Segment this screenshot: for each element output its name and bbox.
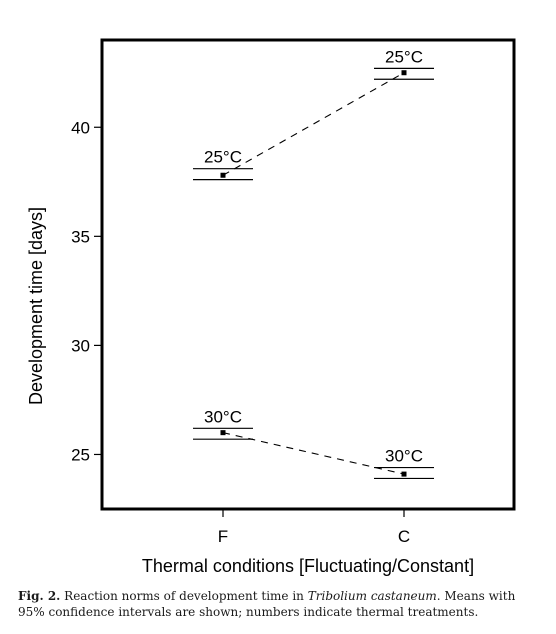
figure-caption: Fig. 2. Reaction norms of development ti… [18,588,538,620]
treatment-label: 30°C [204,407,242,426]
mean-point [220,172,226,178]
mean-point [401,471,407,477]
treatment-label: 25°C [385,47,423,66]
series-line [222,72,405,176]
caption-text-before: Reaction norms of development time in [60,589,308,603]
caption-species: Tribolium castaneum [307,589,437,603]
series-0: 25°C 25°C [193,47,434,181]
series-1: 30°C 30°C [193,407,434,480]
y-tick-label: 35 [71,227,90,246]
mean-point [220,430,226,436]
x-tick-label: C [398,527,410,546]
caption-label: Fig. 2. [18,589,61,603]
mean-point [401,70,407,76]
y-tick-label: 30 [71,336,90,355]
x-tick-label: F [218,527,228,546]
treatment-label: 25°C [204,148,242,167]
plot-frame [100,38,516,511]
y-tick-label: 40 [71,118,90,137]
y-axis-label: Development time [days] [26,207,46,405]
treatment-label: 30°C [385,447,423,466]
x-axis-label: Thermal conditions [Fluctuating/Constant… [142,556,474,576]
y-axis: 25 30 35 40 [71,118,102,464]
series-line [222,432,405,475]
chart-marks: 25°C 25°C 30°C 30°C [193,47,434,480]
caption-text-after: . Means with 95% confidence intervals ar… [18,589,516,619]
y-tick-label: 25 [71,445,90,464]
